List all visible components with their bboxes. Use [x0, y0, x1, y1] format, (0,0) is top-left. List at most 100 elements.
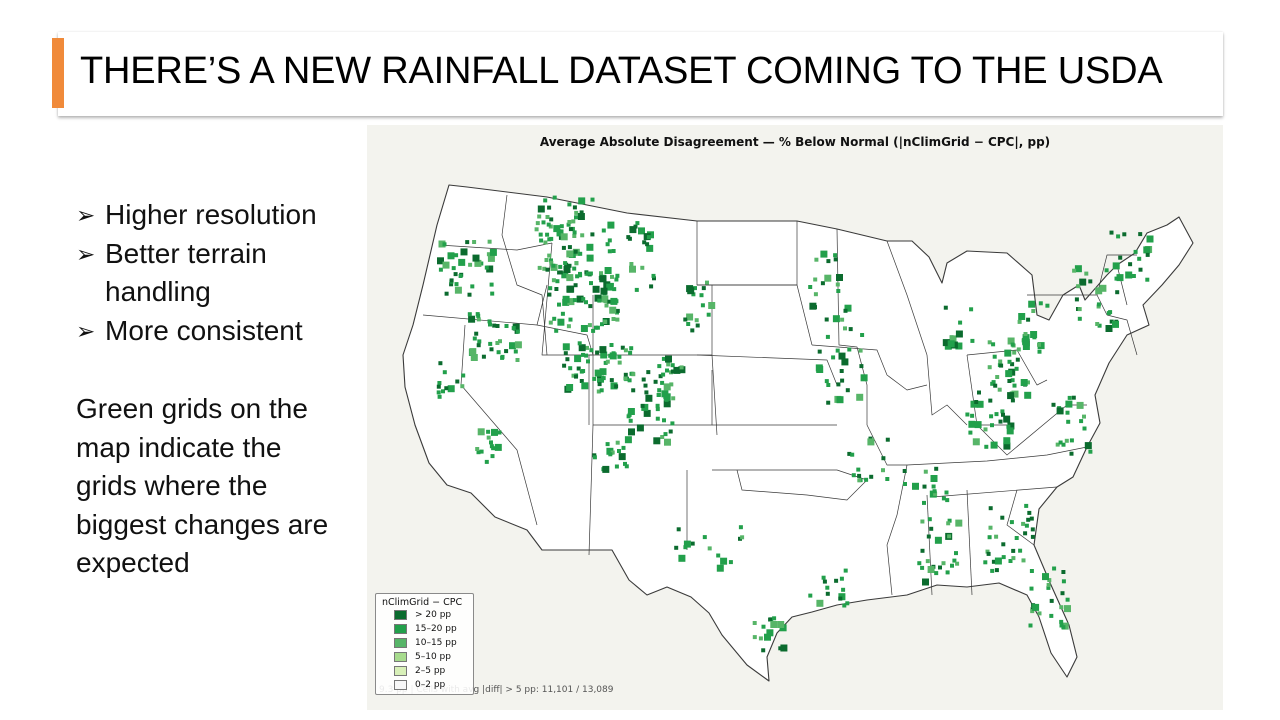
grid-cell	[1066, 411, 1070, 415]
grid-cell	[1038, 350, 1042, 354]
grid-cell	[933, 489, 937, 493]
grid-cell	[929, 527, 933, 531]
grid-cell	[995, 412, 999, 416]
legend-label: 0–2 pp	[415, 680, 445, 690]
grid-cell	[610, 378, 614, 382]
grid-cell	[628, 428, 635, 435]
grid-cell	[622, 446, 626, 450]
grid-cell	[543, 241, 547, 245]
bullet-text: Better terrain handling	[105, 235, 356, 312]
grid-cell	[671, 363, 675, 367]
grid-cell	[461, 374, 465, 378]
grid-cell	[1052, 403, 1056, 407]
grid-cell	[1012, 351, 1016, 355]
grid-cell	[1030, 517, 1034, 521]
grid-cell	[476, 314, 480, 318]
grid-cell	[1030, 569, 1034, 573]
grid-cell	[574, 250, 578, 254]
grid-cell	[1059, 605, 1063, 609]
grid-cell	[984, 445, 988, 449]
grid-cell	[498, 339, 502, 343]
legend-item: 15–20 pp	[394, 622, 473, 636]
grid-cell	[547, 254, 551, 258]
grid-cell	[646, 370, 650, 374]
grid-cell	[553, 225, 560, 232]
grid-cell	[826, 335, 830, 339]
grid-cell	[831, 355, 835, 359]
grid-cell	[707, 313, 711, 317]
grid-cell	[567, 202, 571, 206]
grid-cell	[616, 309, 620, 313]
grid-cell	[438, 395, 442, 399]
legend-label: 5–10 pp	[415, 652, 451, 662]
grid-cell	[820, 251, 827, 258]
grid-cell	[678, 555, 685, 562]
grid-cell	[1030, 331, 1037, 338]
grid-cell	[552, 317, 556, 321]
grid-cell	[597, 299, 601, 303]
grid-cell	[574, 283, 578, 287]
grid-cell	[683, 318, 687, 322]
grid-cell	[485, 266, 489, 270]
grid-cell	[588, 323, 592, 327]
grid-cell	[968, 431, 972, 435]
grid-cell	[912, 483, 919, 490]
grid-cell	[482, 355, 486, 359]
arrow-bullet-icon: ➢	[76, 196, 105, 235]
grid-cell	[988, 399, 992, 403]
grid-cell	[554, 287, 558, 291]
legend-label: 2–5 pp	[415, 666, 445, 676]
grid-cell	[443, 370, 447, 374]
grid-cell	[1061, 591, 1065, 595]
grid-cell	[816, 364, 823, 371]
grid-cell	[647, 235, 651, 239]
grid-cell	[473, 255, 480, 262]
grid-cell	[616, 441, 620, 445]
grid-cell	[563, 296, 570, 303]
grid-cell	[886, 438, 890, 442]
bullet-text: More consistent	[105, 312, 356, 351]
grid-cell	[840, 318, 844, 322]
grid-cell	[1139, 268, 1143, 272]
grid-cell	[1038, 611, 1042, 615]
grid-cell	[1072, 396, 1076, 400]
grid-cell	[834, 579, 838, 583]
grid-cell	[491, 446, 495, 450]
grid-cell	[629, 346, 633, 350]
grid-cell	[475, 447, 479, 451]
grid-cell	[762, 625, 766, 629]
grid-cell	[954, 551, 958, 555]
grid-cell	[504, 349, 508, 353]
grid-cell	[850, 453, 854, 457]
grid-cell	[677, 527, 681, 531]
grid-cell	[448, 385, 455, 392]
grid-cell	[990, 569, 994, 573]
grid-cell	[1032, 604, 1039, 611]
grid-cell	[824, 275, 831, 282]
grid-cell	[1001, 542, 1005, 546]
grid-cell	[1128, 262, 1132, 266]
grid-cell	[617, 449, 621, 453]
grid-cell	[563, 343, 570, 350]
grid-cell	[983, 560, 987, 564]
grid-cell	[903, 469, 907, 473]
grid-cell	[629, 266, 636, 273]
grid-cell	[548, 286, 552, 290]
grid-cell	[990, 423, 994, 427]
grid-cell	[566, 250, 573, 257]
grid-cell	[999, 420, 1003, 424]
grid-cell	[569, 227, 573, 231]
grid-cell	[468, 312, 472, 316]
title-accent-bar	[52, 38, 64, 108]
grid-cell	[505, 324, 509, 328]
grid-cell	[608, 249, 612, 253]
grid-cell	[555, 279, 559, 283]
grid-cell	[623, 377, 627, 381]
grid-cell	[599, 346, 606, 353]
grid-cell	[593, 286, 600, 293]
grid-cell	[578, 272, 582, 276]
grid-cell	[984, 427, 988, 431]
grid-cell	[671, 370, 675, 374]
grid-cell	[592, 377, 596, 381]
grid-cell	[470, 284, 474, 288]
